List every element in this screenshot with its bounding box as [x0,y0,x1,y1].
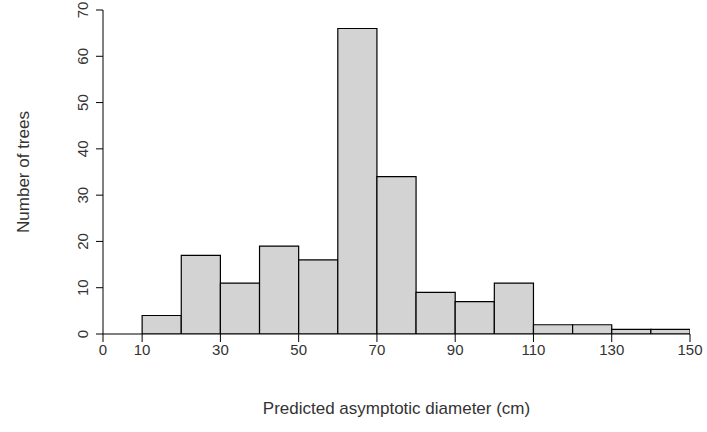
svg-text:0: 0 [74,330,91,338]
svg-text:30: 30 [74,187,91,204]
svg-text:70: 70 [369,341,386,358]
svg-text:20: 20 [74,233,91,250]
svg-text:150: 150 [677,341,699,358]
svg-text:50: 50 [74,94,91,111]
svg-text:10: 10 [74,279,91,296]
svg-text:50: 50 [290,341,307,358]
svg-text:110: 110 [522,341,546,358]
svg-text:40: 40 [74,141,91,158]
svg-text:60: 60 [74,48,91,65]
svg-text:10: 10 [134,341,151,358]
svg-text:130: 130 [599,341,624,358]
svg-text:30: 30 [212,341,229,358]
svg-text:70: 70 [74,2,91,19]
svg-text:Predicted asymptotic diameter: Predicted asymptotic diameter (cm) [263,399,530,418]
svg-text:Number of trees: Number of trees [14,111,33,233]
svg-text:90: 90 [447,341,464,358]
svg-text:0: 0 [99,341,107,358]
